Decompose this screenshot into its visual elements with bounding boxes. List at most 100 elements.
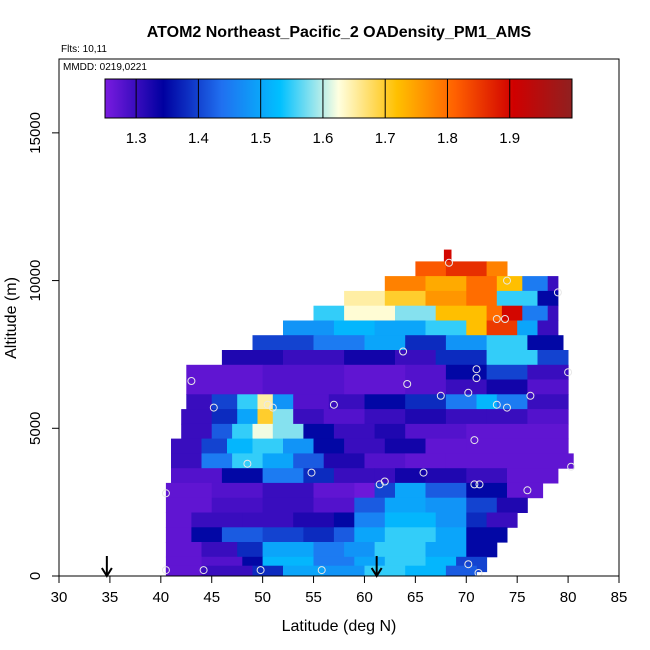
heatmap-cell: [262, 453, 294, 469]
observation-point: [475, 480, 484, 489]
heatmap-cell: [374, 482, 396, 499]
heatmap-cell: [333, 423, 376, 440]
colorbar-tick-label: 1.7: [375, 130, 396, 147]
heatmap-cell: [232, 423, 253, 440]
heatmap-cell: [283, 438, 314, 454]
heatmap-cell: [303, 527, 335, 543]
heatmap-cell: [323, 453, 365, 469]
x-axis-label: Latitude (deg N): [282, 618, 397, 635]
heatmap-cell: [293, 453, 325, 469]
heatmap-cell: [313, 542, 345, 558]
heatmap-cell: [507, 482, 544, 499]
heatmap-cell: [344, 305, 396, 321]
heatmap-cell: [445, 565, 477, 577]
x-tick-label: 85: [611, 589, 628, 606]
heatmap-cell: [445, 409, 488, 425]
observation-point: [256, 566, 265, 575]
observation-point: [445, 258, 453, 267]
y-axis-ticks: 0 5000 10000 15000: [27, 112, 59, 580]
observation-point: [472, 365, 481, 374]
heatmap-cell: [293, 394, 330, 410]
heatmap-cell: [344, 364, 406, 381]
heatmap-cell: [384, 276, 426, 292]
heatmap-cell: [486, 320, 518, 336]
observation-points: [161, 258, 576, 577]
heatmap-cell: [333, 468, 376, 484]
heatmap-cell: [425, 468, 467, 484]
heatmap-cell: [354, 512, 386, 528]
heatmap-cell: [293, 409, 325, 425]
x-tick-label: 50: [254, 589, 271, 606]
heatmap-cell: [405, 565, 447, 577]
x-tick-label: 70: [458, 589, 475, 606]
heatmap-cell: [405, 409, 447, 425]
colorbar-tick-label: 1.4: [188, 130, 209, 147]
heatmap-cell: [364, 453, 406, 469]
x-tick-label: 40: [152, 589, 169, 606]
heatmap-cell: [191, 512, 243, 528]
heatmap-cell: [405, 423, 467, 440]
heatmap-cell: [496, 394, 528, 410]
observation-point: [503, 276, 511, 285]
heatmap-cell: [445, 364, 488, 381]
heatmap-cell: [435, 527, 467, 543]
heatmap-cell: [395, 305, 437, 321]
colorbar: [104, 78, 573, 119]
x-tick-label: 65: [407, 589, 424, 606]
heatmap-cell: [435, 512, 467, 528]
x-tick-label: 75: [509, 589, 526, 606]
heatmap-cell: [486, 379, 528, 395]
heatmap-cell: [443, 249, 452, 265]
chart-title: ATOM2 Northeast_Pacific_2 OADensity_PM1_…: [147, 24, 532, 41]
heatmap-cell: [537, 320, 559, 336]
heatmap-cell: [252, 565, 284, 577]
heatmap-cell: [262, 527, 304, 543]
heatmap-cell: [435, 350, 488, 366]
heatmap-cell: [181, 409, 213, 425]
heatmap-cell: [165, 497, 213, 513]
heatmap-cell: [517, 320, 539, 336]
heatmap-cell: [323, 565, 365, 577]
heatmap-cell: [527, 409, 569, 425]
heatmap-cell: [364, 335, 406, 351]
heatmap-cell: [425, 320, 467, 336]
heatmap-cell: [262, 468, 304, 484]
heatmap-cell: [186, 379, 264, 395]
heatmap-cell: [384, 497, 426, 513]
observation-point: [329, 400, 338, 409]
heatmap-cell: [237, 394, 259, 410]
heatmap-cell: [272, 409, 294, 425]
heatmap-cell: [486, 364, 528, 381]
observation-point: [268, 403, 277, 412]
heatmap-cell: [333, 527, 355, 543]
heatmap-cell: [425, 542, 467, 558]
heatmap-cell: [445, 379, 488, 395]
heatmap-cell: [211, 497, 264, 513]
heatmap-cell: [501, 305, 523, 321]
colorbar-tick-label: 1.3: [126, 130, 147, 147]
heatmap-cell: [354, 497, 386, 513]
heatmap-cell: [425, 276, 467, 292]
observation-point: [187, 377, 196, 385]
heatmap-cell: [435, 305, 488, 321]
heatmap-cell: [165, 565, 202, 577]
heatmap-cell: [466, 527, 508, 543]
heatmap-cell: [364, 409, 406, 425]
observation-point: [526, 391, 535, 400]
heatmap-cell: [171, 468, 223, 484]
observation-point: [472, 374, 481, 383]
heatmap-cell: [186, 364, 264, 381]
heatmap-cell: [547, 305, 559, 321]
x-axis-ticks: 30 35 40 45 50 55 60 65 70 75 80 85: [51, 576, 628, 606]
heatmap-cell: [527, 335, 564, 351]
heatmap-cell: [395, 350, 437, 366]
colorbar-tick-label: 1.5: [250, 130, 271, 147]
heatmap-cell: [262, 482, 314, 499]
heatmap-cell: [227, 438, 253, 454]
heatmap-cell: [354, 527, 386, 543]
heatmap-cell: [486, 305, 503, 321]
heatmap-cell: [537, 290, 559, 307]
heatmap-cell: [252, 423, 274, 440]
x-tick-label: 55: [305, 589, 322, 606]
